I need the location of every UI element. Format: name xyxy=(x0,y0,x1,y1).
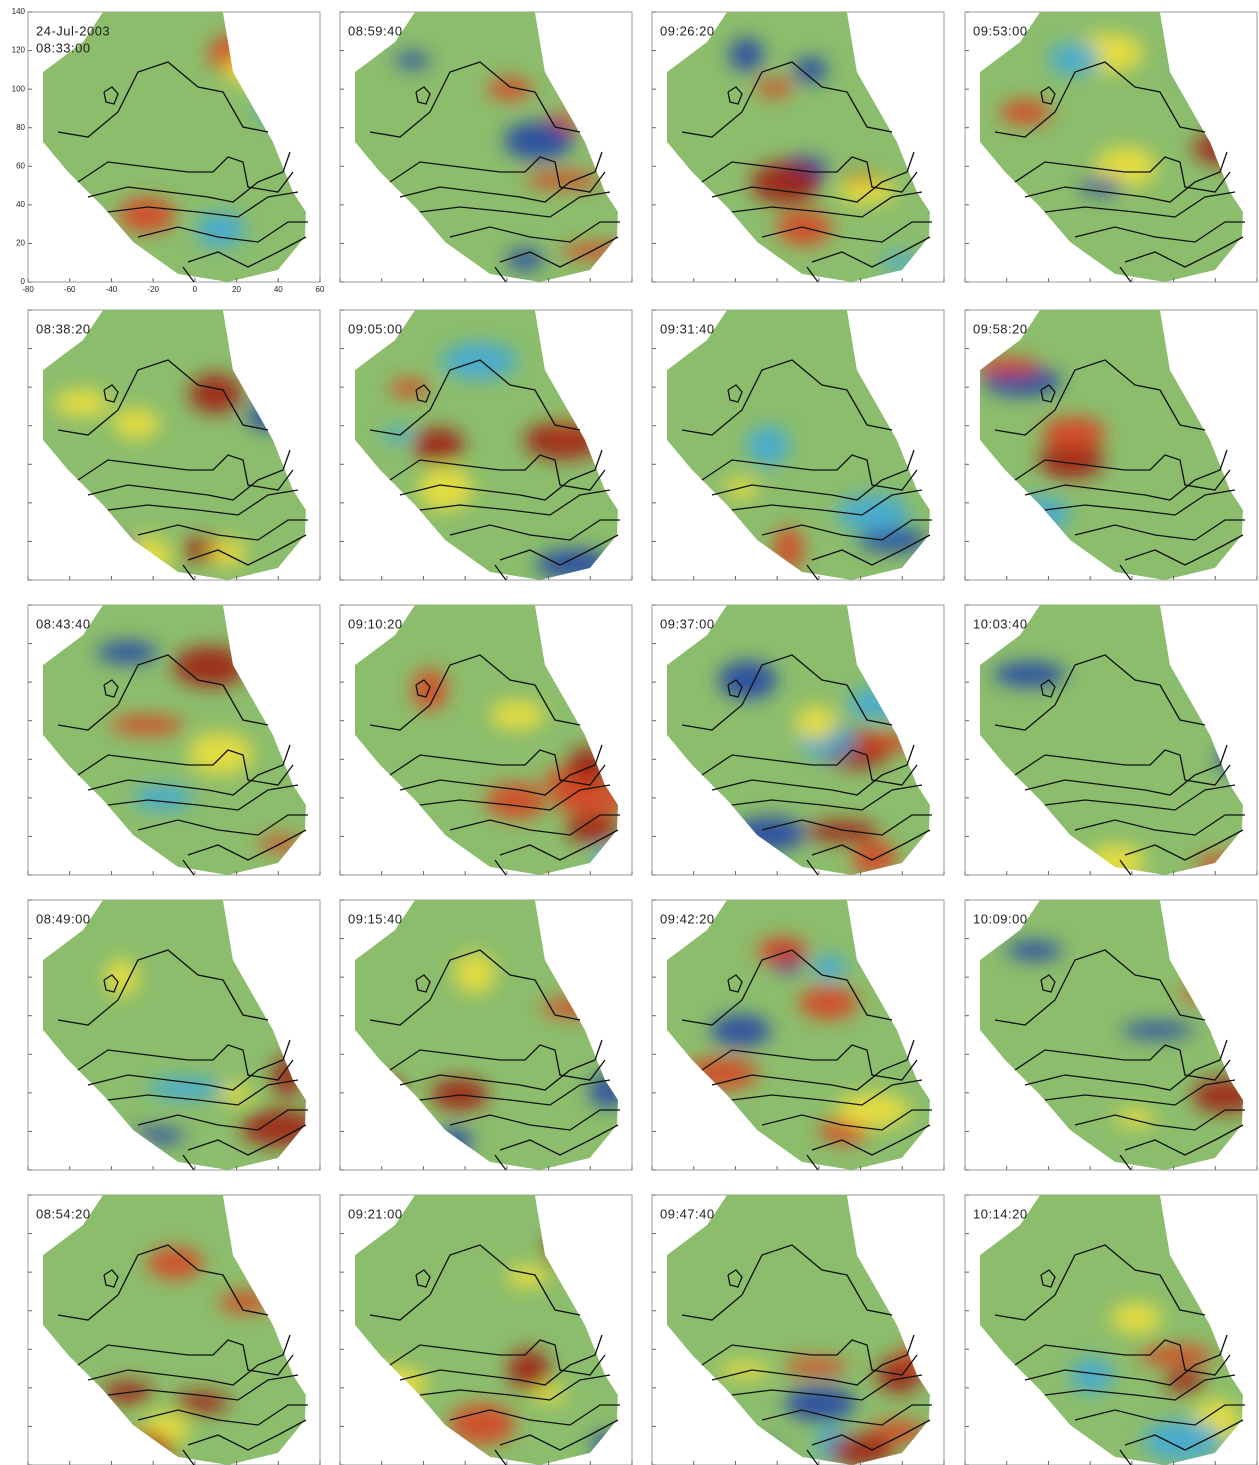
panel: 09:47:40 xyxy=(652,1195,944,1465)
anomaly xyxy=(757,79,793,96)
y-tick-label: 20 xyxy=(16,239,25,248)
anomaly xyxy=(118,197,175,232)
x-tick-label: 60 xyxy=(316,285,325,294)
anomaly xyxy=(506,1266,549,1288)
panel: 020406080100120140-80-60-40-20020406024-… xyxy=(12,7,325,294)
time-label: 08:43:40 xyxy=(36,616,91,631)
anomaly xyxy=(413,428,464,463)
y-tick-label: 120 xyxy=(12,46,26,55)
time-label: 08:49:00 xyxy=(36,911,91,926)
panel: 08:59:40 xyxy=(340,12,639,282)
anomaly xyxy=(490,700,545,730)
panel: 08:43:40 xyxy=(28,605,326,875)
anomaly xyxy=(718,1362,770,1379)
anomaly xyxy=(1080,178,1124,195)
panel: 09:21:00 xyxy=(340,1195,632,1465)
panel: 09:42:20 xyxy=(652,900,944,1170)
anomaly xyxy=(783,1358,847,1375)
time-label: 09:37:00 xyxy=(660,616,715,631)
figure: 020406080100120140-80-60-40-20020406024-… xyxy=(0,0,1259,1465)
y-tick-label: 60 xyxy=(16,161,25,170)
anomaly xyxy=(1049,42,1101,76)
anomaly xyxy=(189,374,242,414)
y-tick-label: 80 xyxy=(16,123,25,132)
x-tick-label: 0 xyxy=(193,285,198,294)
anomaly xyxy=(134,785,193,811)
time-label: 09:42:20 xyxy=(660,911,715,926)
anomaly xyxy=(757,937,807,966)
anomaly xyxy=(396,52,430,68)
panel: 09:10:20 xyxy=(340,605,632,875)
y-tick-label: 40 xyxy=(16,200,25,209)
anomaly xyxy=(454,953,496,994)
anomaly xyxy=(799,986,858,1020)
panel: 09:53:00 xyxy=(965,12,1259,282)
time-label: 09:47:40 xyxy=(660,1206,715,1221)
time-label: 09:10:20 xyxy=(348,616,403,631)
time-label: 08:59:40 xyxy=(348,23,403,38)
time-label: 10:09:00 xyxy=(973,911,1028,926)
x-tick-label: -20 xyxy=(147,285,159,294)
panel: 10:14:20 xyxy=(965,1195,1257,1465)
time-label: 09:31:40 xyxy=(660,321,715,336)
time-label: 08:54:20 xyxy=(36,1206,91,1221)
anomaly xyxy=(485,783,547,819)
panel: 09:05:00 xyxy=(340,310,632,580)
x-tick-label: -40 xyxy=(106,285,118,294)
time-label: 10:03:40 xyxy=(973,616,1028,631)
time-label: 09:53:00 xyxy=(973,23,1028,38)
panel: 09:15:40 xyxy=(340,900,632,1170)
time-label: 09:15:40 xyxy=(348,911,403,926)
anomaly xyxy=(1122,1022,1194,1039)
panel: 09:26:20 xyxy=(652,12,944,282)
panel: 09:31:40 xyxy=(652,310,944,580)
y-tick-label: 140 xyxy=(12,7,26,16)
anomaly xyxy=(208,539,246,566)
anomaly xyxy=(794,57,828,83)
anomaly xyxy=(188,733,252,775)
anomaly xyxy=(390,379,429,397)
time-label: 10:14:20 xyxy=(973,1206,1028,1221)
anomaly xyxy=(747,425,790,466)
anomaly xyxy=(97,641,158,663)
anomaly xyxy=(1111,1302,1161,1333)
anomaly xyxy=(1115,1109,1156,1127)
panel: 10:09:00 xyxy=(965,900,1257,1170)
anomaly xyxy=(1042,416,1106,450)
anomaly xyxy=(504,121,573,160)
panel: 08:54:20 xyxy=(28,1195,320,1465)
date-label: 24-Jul-2003 xyxy=(36,23,110,38)
anomaly xyxy=(147,1247,203,1279)
panel: 08:38:20 xyxy=(28,310,320,580)
anomaly xyxy=(1006,941,1062,960)
panel: 10:03:40 xyxy=(965,605,1259,879)
anomaly xyxy=(110,715,184,734)
y-tick-label: 100 xyxy=(12,84,26,93)
panel: 09:58:20 xyxy=(965,310,1257,580)
anomaly xyxy=(441,342,517,380)
x-tick-label: 40 xyxy=(274,285,283,294)
x-tick-label: -80 xyxy=(22,285,34,294)
anomaly xyxy=(795,705,837,741)
anomaly xyxy=(785,1386,856,1421)
time-label: 09:58:20 xyxy=(973,321,1028,336)
time-label: 08:38:20 xyxy=(36,321,91,336)
anomaly xyxy=(994,662,1066,687)
time-label: 08:33:00 xyxy=(36,40,91,55)
anomaly xyxy=(54,389,109,417)
anomaly xyxy=(488,77,533,100)
x-tick-label: 20 xyxy=(232,285,241,294)
panel: 08:49:00 xyxy=(28,900,326,1170)
anomaly xyxy=(729,38,764,72)
anomaly xyxy=(113,408,160,439)
anomaly xyxy=(507,249,544,271)
time-label: 09:05:00 xyxy=(348,321,403,336)
time-label: 09:21:00 xyxy=(348,1206,403,1221)
panel: 09:37:00 xyxy=(652,605,944,876)
x-tick-label: -60 xyxy=(64,285,76,294)
time-label: 09:26:20 xyxy=(660,23,715,38)
